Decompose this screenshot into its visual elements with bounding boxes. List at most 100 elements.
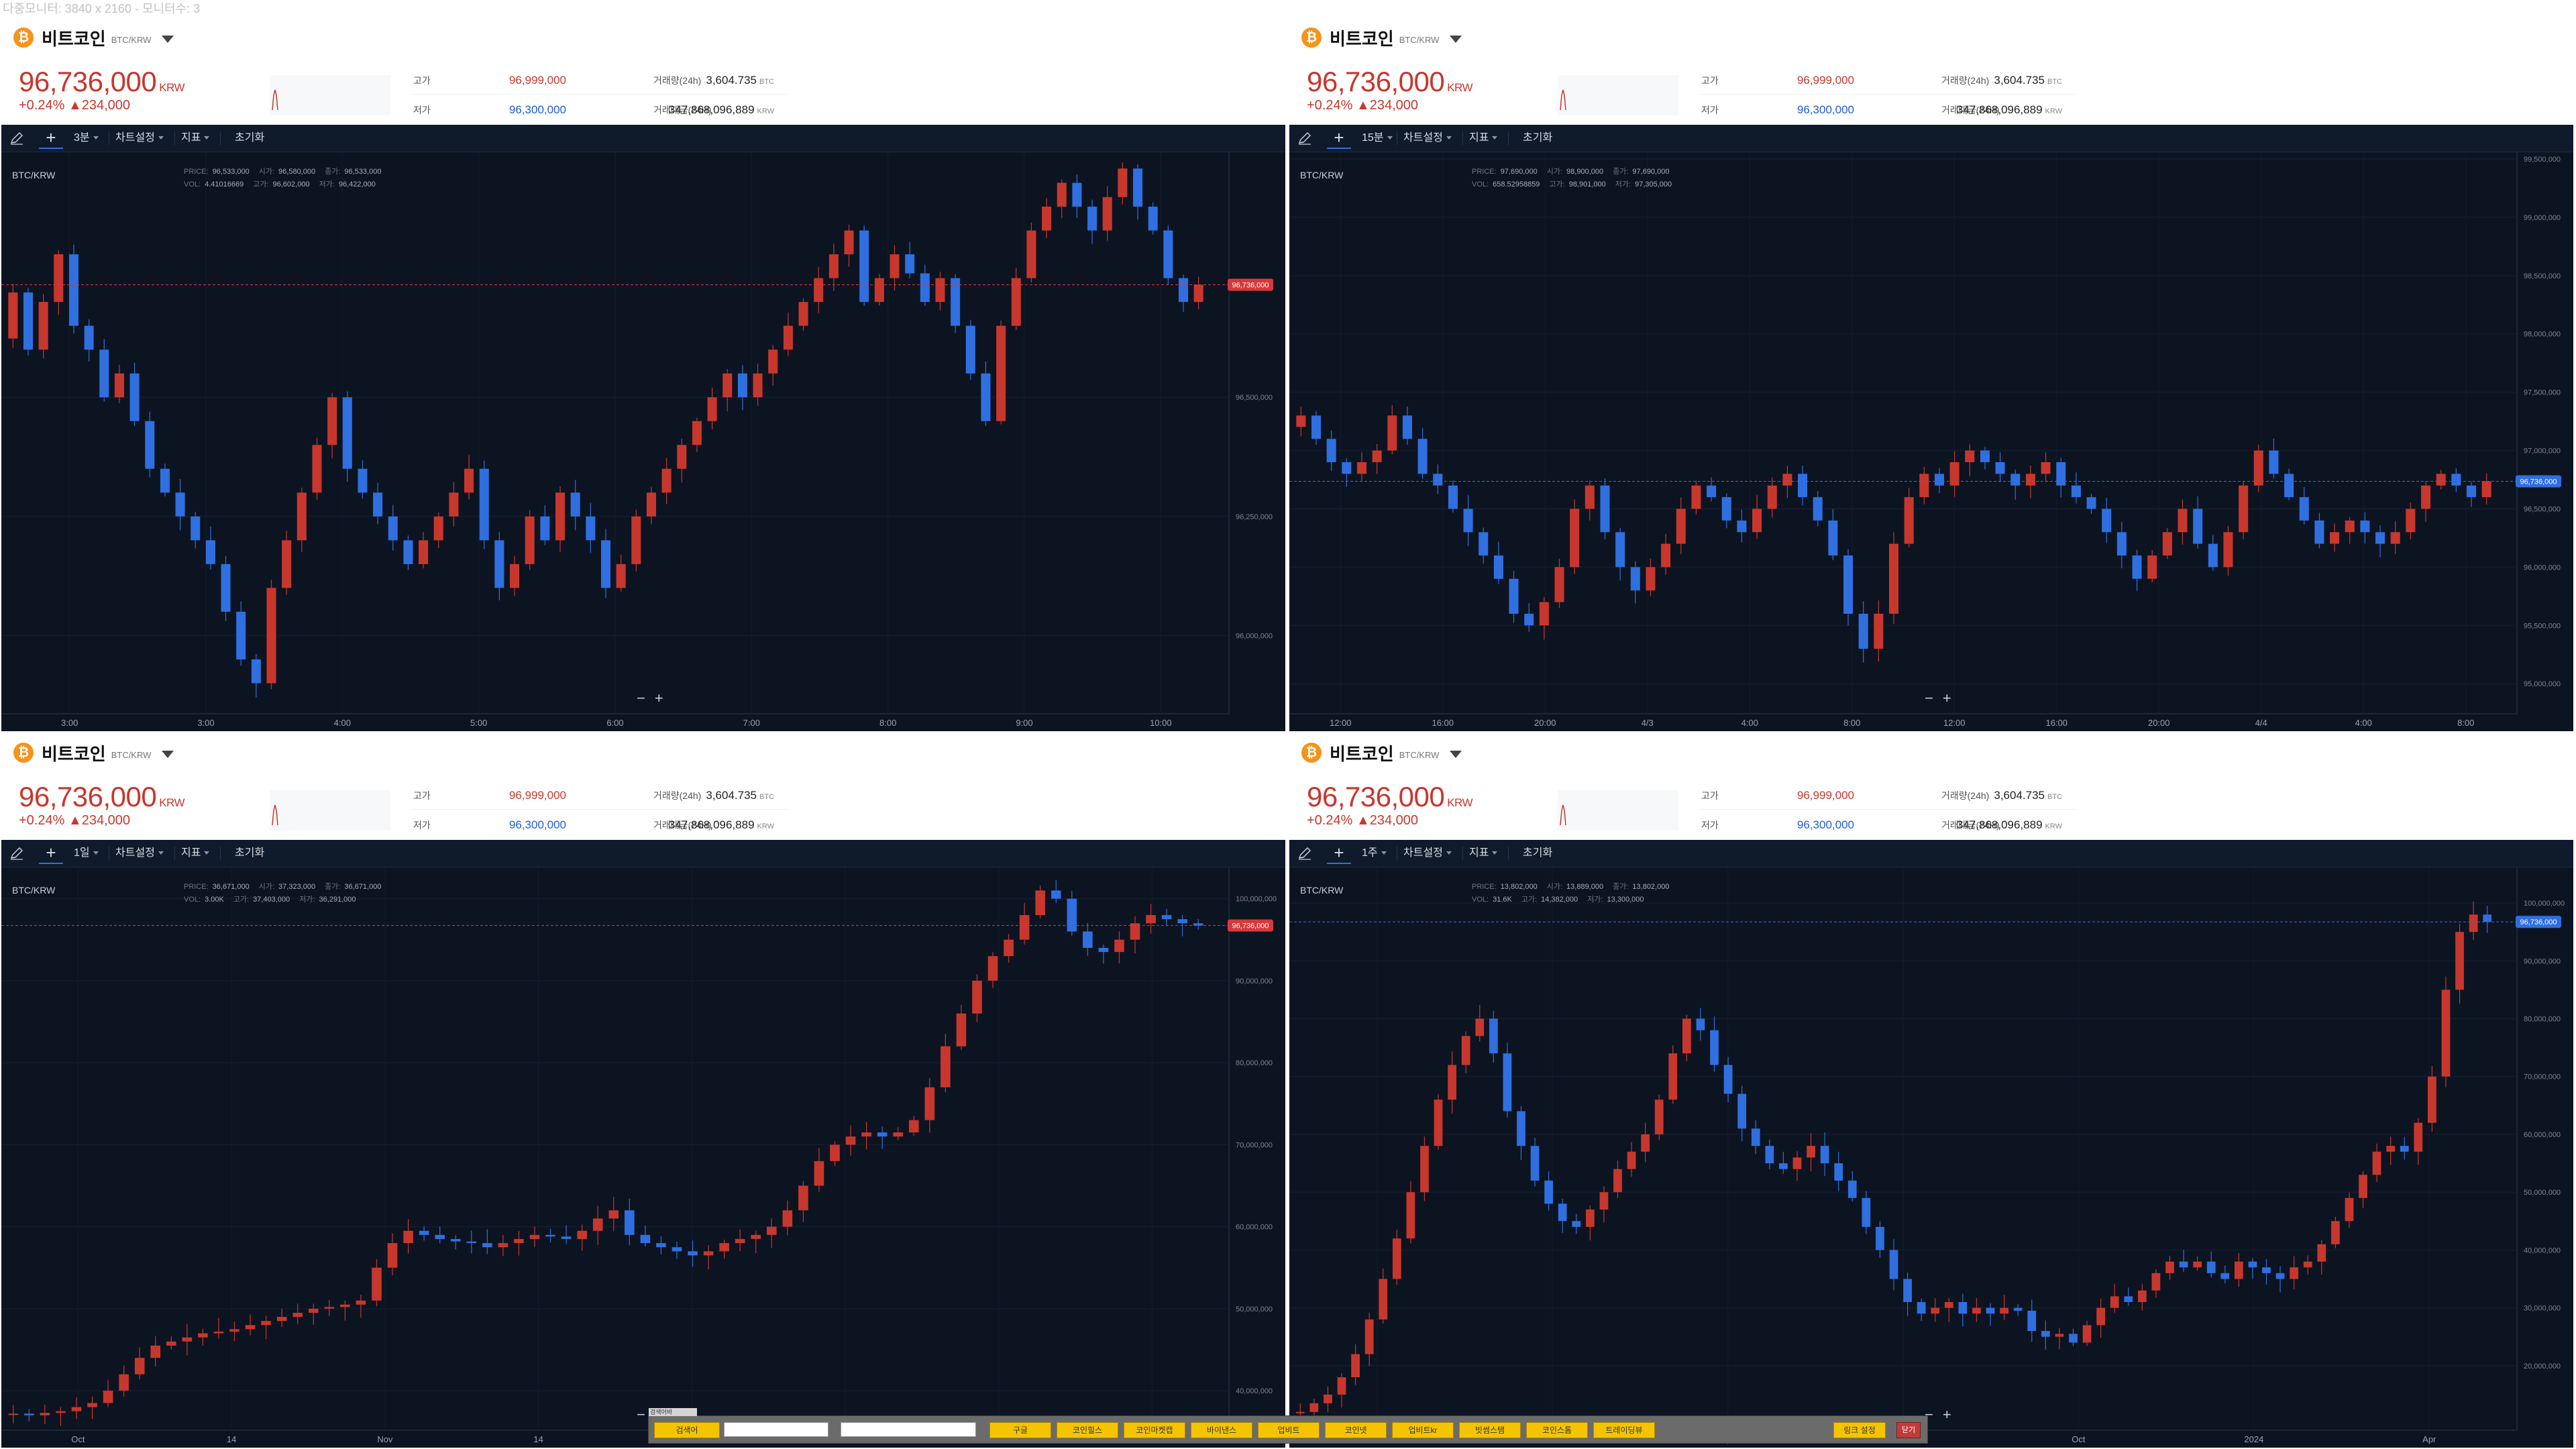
zoom-controls: −+ [637,690,663,707]
coin-header[interactable]: ₿ 비트코인 BTC/KRW [13,739,174,766]
amount-unit: KRW [757,822,774,830]
price-unit: KRW [1447,81,1473,94]
candle-body [498,1243,508,1248]
candlestick-plot[interactable]: 99,500,000 99,000,000 98,500,000 98,000,000… [1289,152,2573,731]
ohlc-key: 저가: [299,896,315,904]
link-button[interactable]: 빗썸스탬 [1459,1422,1521,1438]
amount-label: 거래대금(24H) [653,105,712,115]
indicators-dropdown[interactable]: 지표 [1469,130,1498,146]
link-button[interactable]: 구글 [989,1422,1051,1438]
chart-settings-dropdown[interactable]: 차트설정 [1403,130,1452,146]
reset-button[interactable]: 초기화 [235,847,265,859]
pencil-icon[interactable] [1297,131,1312,145]
candle-body [1051,890,1061,899]
interval-dropdown[interactable]: 3분 [74,130,99,146]
candle-body [450,1238,461,1242]
candle-body [56,1411,66,1413]
pencil-icon[interactable] [9,847,24,860]
chart-settings-dropdown[interactable]: 차트설정 [115,845,164,861]
reset-button[interactable]: 초기화 [1523,847,1553,859]
close-toolbar-button[interactable]: 닫기 [1896,1422,1921,1438]
candle-body [1524,613,1534,626]
ohlc-key: 종가: [1613,883,1629,891]
crosshair-plus-icon[interactable]: + [1327,127,1351,149]
high-label: 고가 [413,75,431,86]
x-tick-label: Oct [2072,1434,2086,1444]
x-tick-label: 20:00 [2148,718,2170,728]
pencil-icon[interactable] [9,131,24,145]
coin-header[interactable]: ₿ 비트코인 BTC/KRW [1301,739,1462,766]
indicators-dropdown[interactable]: 지표 [181,130,210,146]
ohlc-close: 13,802,000 [1632,883,1670,891]
coin-header[interactable]: ₿ 비트코인 BTC/KRW [13,24,174,51]
candle-body [1903,1279,1912,1302]
stats-row-high: 고가 96,999,000 거래량(24h) 3,604.735 BTC [1700,67,2076,95]
candle-body [2041,1331,2050,1337]
link-button[interactable]: 업비트 [1258,1422,1320,1438]
candle-body [1944,1301,1953,1308]
caret-down-icon[interactable] [162,35,174,43]
link-button[interactable]: 코인넷 [1325,1422,1387,1438]
chart-panel: ₿ 비트코인 BTC/KRW 96,736,000 KRW +0.24% ▲234… [1289,19,2573,731]
ohlc-price: 97,690,000 [1500,168,1538,176]
pencil-icon[interactable] [1297,847,1312,860]
interval-dropdown[interactable]: 1주 [1362,845,1387,861]
link-button[interactable]: 업비트kr [1392,1422,1454,1438]
chart-settings-dropdown[interactable]: 차트설정 [115,130,164,146]
zoom-in-button[interactable]: + [1942,690,1951,706]
price-unit: KRW [159,81,185,94]
zoom-in-button[interactable]: + [654,690,663,706]
caret-down-icon[interactable] [1450,35,1462,43]
link-button[interactable]: 바이낸스 [1191,1422,1252,1438]
candle-body [1146,915,1156,924]
candle-body [1019,915,1030,940]
candle-body [1463,508,1473,533]
candlestick-plot[interactable]: 100,000,000 90,000,000 80,000,000 70,000,00… [1,867,1285,1448]
bitcoin-logo-icon: ₿ [13,743,34,763]
zoom-in-button[interactable]: + [1942,1406,1951,1423]
link-button[interactable]: 코인스톰 [1526,1422,1588,1438]
x-tick-label: 4/4 [2255,718,2267,728]
ohlc-vol: 658.52958859 [1493,180,1540,189]
crosshair-plus-icon[interactable]: + [39,843,63,864]
indicators-dropdown[interactable]: 지표 [181,845,210,861]
search-input-1[interactable] [724,1422,828,1437]
candlestick-plot[interactable]: 100,000,000 90,000,000 80,000,000 70,000,00… [1289,867,2573,1448]
candle-body [1792,1157,1802,1169]
ohlc-row-1: PRICE: 96,533,000 시가: 96,580,000 종가: 96,533,0… [184,166,390,178]
indicators-dropdown[interactable]: 지표 [1469,845,1498,861]
amount-value: 347,868,096,889 KRW [669,97,774,125]
reset-button[interactable]: 초기화 [235,132,265,144]
candle-body [1130,923,1140,940]
caret-down-icon[interactable] [1450,750,1462,758]
ohlc-legend: PRICE: 36,671,000 시가: 37,323,000 종가: 36,671,0… [184,881,390,906]
ohlc-key: 시가: [1546,168,1563,176]
y-tick-label: 95,500,000 [2524,622,2561,630]
chart-settings-dropdown[interactable]: 차트설정 [1403,845,1452,861]
search-keyword-button[interactable]: 검색어 [654,1422,720,1438]
candle-body [722,373,733,398]
link-button[interactable]: 코인힐스 [1057,1422,1118,1438]
zoom-out-button[interactable]: − [637,1406,645,1423]
caret-down-icon[interactable] [162,750,174,758]
zoom-out-button[interactable]: − [1925,690,1933,706]
crosshair-plus-icon[interactable]: + [1327,843,1351,864]
ohlc-price: 13,802,000 [1500,883,1538,891]
candle-body [84,325,94,350]
search-input-2[interactable] [841,1422,976,1437]
reset-button[interactable]: 초기화 [1523,132,1553,144]
candle-body [1661,543,1671,568]
link-settings-button[interactable]: 링크 설정 [1833,1422,1886,1438]
link-button[interactable]: 트레이딩뷰 [1593,1422,1655,1438]
candle-body [2179,1261,2188,1268]
zoom-out-button[interactable]: − [637,690,645,706]
x-tick-label: 12:00 [1943,718,1966,728]
candlestick-plot[interactable]: 96,500,000 96,250,000 96,000,000 3:00 3:00 4:… [1,152,1285,731]
candle-body [1087,207,1097,231]
crosshair-plus-icon[interactable]: + [39,127,63,149]
interval-dropdown[interactable]: 1일 [74,845,99,861]
interval-dropdown[interactable]: 15분 [1362,130,1393,146]
link-button[interactable]: 코인마켓캡 [1124,1422,1185,1438]
coin-header[interactable]: ₿ 비트코인 BTC/KRW [1301,24,1462,51]
x-tick-label: Apr [2422,1434,2436,1444]
